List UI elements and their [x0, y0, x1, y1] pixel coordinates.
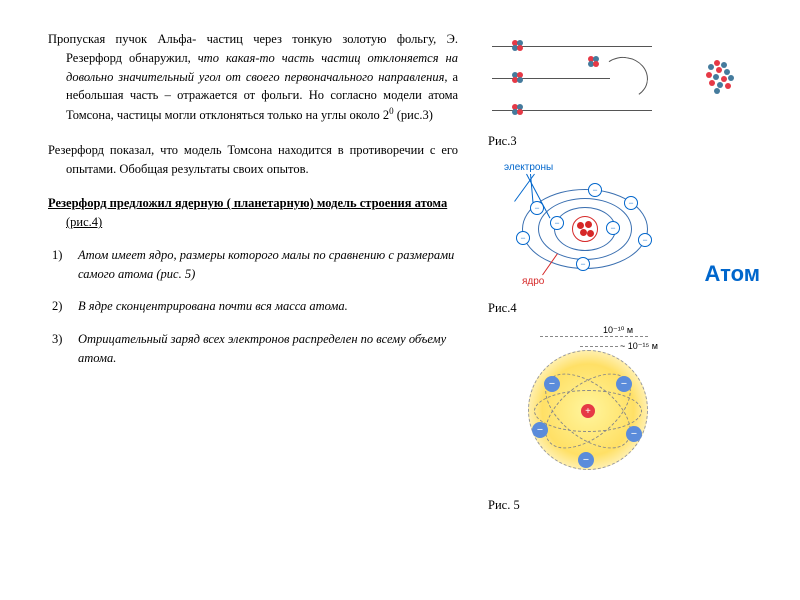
heading-tail: (рис.4) — [66, 215, 102, 229]
electron-icon: − — [626, 426, 642, 442]
list-item-2: 2) В ядре сконцентрирована почти вся мас… — [48, 297, 458, 316]
electron-icon: − — [624, 196, 638, 210]
label-electrons: электроны — [504, 162, 553, 173]
electron-icon: − — [516, 231, 530, 245]
text-column: Пропуская пучок Альфа- частиц через тонк… — [48, 30, 488, 580]
scale-label-inner: ~ 10⁻¹⁵ м — [620, 341, 658, 352]
electron-icon: − — [544, 376, 560, 392]
figures-column: Рис.3 электроны − − − − − − − − ядро Ато… — [488, 30, 760, 580]
electron-icon: − — [588, 183, 602, 197]
list-num: 1) — [52, 246, 78, 284]
caption-fig5: Рис. 5 — [488, 498, 760, 513]
electron-icon: − — [638, 233, 652, 247]
heading-bold: Резерфорд предложил ядерную ( планетарну… — [48, 196, 447, 210]
caption-fig4: Рис.4 — [488, 301, 760, 316]
list-item-3: 3) Отрицательный заряд всех электронов р… — [48, 330, 458, 368]
p1-tail2: (рис.3) — [394, 108, 433, 122]
list-text: Атом имеет ядро, размеры которого малы п… — [78, 246, 458, 284]
electron-icon: − — [616, 376, 632, 392]
nucleus-icon: + — [581, 404, 595, 418]
paragraph-2: Резерфорд показал, что модель Томсона на… — [48, 141, 458, 179]
alpha-particle-icon — [512, 104, 528, 116]
electron-icon: − — [606, 221, 620, 235]
scale-label-outer: 10⁻¹⁰ м — [603, 325, 633, 336]
label-atom: Атом — [704, 261, 760, 287]
electron-icon: − — [576, 257, 590, 271]
figure-3 — [488, 30, 760, 122]
electron-icon: − — [530, 201, 544, 215]
label-nucleus: ядро — [522, 276, 544, 287]
trajectory-deflect — [597, 54, 650, 102]
list-item-1: 1) Атом имеет ядро, размеры которого мал… — [48, 246, 458, 284]
alpha-particle-icon — [512, 40, 528, 52]
list-num: 2) — [52, 297, 78, 316]
electron-icon: − — [550, 216, 564, 230]
list-text: Отрицательный заряд всех электронов расп… — [78, 330, 458, 368]
nucleus-icon — [702, 58, 740, 96]
trajectory-mid — [492, 78, 610, 79]
list-text: В ядре сконцентрирована почти вся масса … — [78, 297, 458, 316]
list-num: 3) — [52, 330, 78, 368]
scale-bracket-inner — [580, 346, 618, 347]
paragraph-1: Пропуская пучок Альфа- частиц через тонк… — [48, 30, 458, 125]
figure-4: электроны − − − − − − − − ядро Атом — [488, 161, 760, 289]
figure-5: 10⁻¹⁰ м ~ 10⁻¹⁵ м + − − − − − — [508, 328, 688, 486]
alpha-particle-icon — [512, 72, 528, 84]
electron-icon: − — [578, 452, 594, 468]
alpha-particle-icon — [588, 56, 604, 68]
nucleus-icon — [572, 216, 598, 242]
heading-rutherford-model: Резерфорд предложил ядерную ( планетарну… — [48, 194, 458, 232]
electron-icon: − — [532, 422, 548, 438]
caption-fig3: Рис.3 — [488, 134, 760, 149]
scale-bracket-outer — [540, 336, 648, 337]
